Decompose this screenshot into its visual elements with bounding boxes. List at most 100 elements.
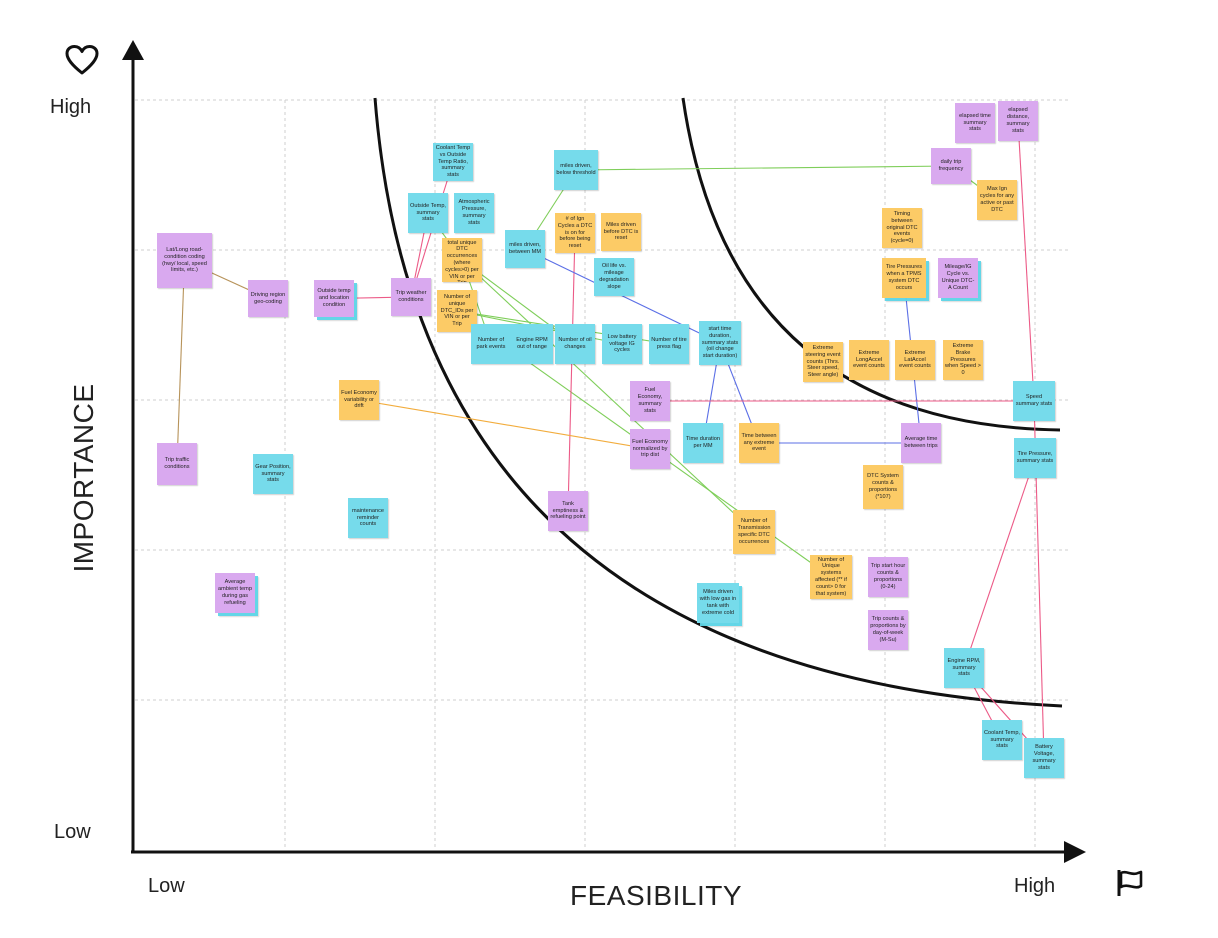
- sticky-note-text: Gear Position, summary stats: [255, 463, 291, 484]
- sticky-note-n21: daily trip frequency: [931, 148, 971, 184]
- connector-line: [963, 457, 1036, 669]
- sticky-note-text: Extreme steering event counts (Thrs. Ste…: [805, 344, 841, 379]
- connector-line: [575, 165, 952, 171]
- sticky-note-text: Extreme LongAccel event counts: [853, 349, 885, 370]
- sticky-note-n4: Trip weather conditions: [391, 278, 431, 316]
- sticky-note-n46: Number of Unique systems affected (** if…: [810, 555, 852, 599]
- connector-line: [1017, 120, 1035, 402]
- sticky-note-n17: Number of oil changes: [555, 324, 595, 364]
- sticky-note-text: maintenance reminder counts: [351, 507, 385, 528]
- sticky-note-text: Lat/Long road-condition coding (hwy/ loc…: [162, 246, 207, 274]
- sticky-note-n16: Engine RPM out of range: [511, 324, 553, 364]
- sticky-note-n34: Fuel Economy normalized by trip dist: [630, 429, 670, 469]
- sticky-note-text: Driving region geo-coding: [250, 291, 286, 305]
- sticky-note-n48: Trip counts & proportions by day-of-week…: [868, 610, 908, 650]
- connector-line: [176, 260, 186, 465]
- sticky-note-text: Number of park events: [476, 337, 506, 350]
- heart-icon: [64, 44, 100, 76]
- sticky-note-n53: Battery Voltage, summary stats: [1024, 738, 1064, 778]
- feasibility-curve-outer: [373, 97, 1063, 708]
- sticky-note-text: daily trip frequency: [938, 159, 964, 172]
- sticky-note-text: elapsed distance, summary stats: [1006, 107, 1030, 134]
- sticky-note-n51: Engine RPM, summary stats: [944, 648, 984, 688]
- feasibility-curve-inner: [681, 97, 1061, 432]
- sticky-note-text: Number of total unique DTC occurrences (…: [445, 238, 479, 282]
- sticky-note-text: Outside Temp, summary stats: [410, 202, 446, 223]
- sticky-note-n44: DTC System counts & proportions (*107): [863, 465, 903, 509]
- sticky-note-text: Battery Voltage, summary stats: [1032, 744, 1056, 771]
- sticky-note-n19: Number of tire press flag: [649, 324, 689, 364]
- sticky-note-n26: Tire Pressures when a TPMS system DTC oc…: [882, 258, 926, 298]
- sticky-note-n30: Extreme LatAccel event counts: [895, 340, 935, 380]
- sticky-note-n41: Gear Position, summary stats: [253, 454, 293, 494]
- sticky-note-n43: Tank emptiness & refueling point: [548, 491, 588, 531]
- sticky-note-n12: Miles driven before DTC is reset: [601, 213, 641, 251]
- x-axis-high-label: High: [1014, 875, 1056, 897]
- sticky-note-text: Outside temp and location condition: [317, 288, 351, 308]
- sticky-note-text: Engine RPM, summary stats: [947, 657, 981, 678]
- sticky-note-n18: Low battery voltage IG cycles: [602, 324, 642, 364]
- sticky-note-n32: Fuel Economy variability or drift: [339, 380, 379, 420]
- y-axis-low-label: Low: [54, 821, 91, 843]
- x-axis-title: FEASIBILITY: [570, 880, 742, 911]
- sticky-note-text: Miles driven with low gas in tank with e…: [699, 589, 737, 616]
- sticky-note-n31: Extreme Brake Pressures when Speed > 0: [943, 340, 983, 380]
- sticky-note-n27: Mileage/IG Cycle vs. Unique DTC-A Count: [938, 258, 978, 298]
- sticky-note-text: Time between any extreme event: [741, 432, 777, 453]
- sticky-note-n45: Number of Transmission specific DTC occu…: [733, 510, 775, 554]
- flag-icon: [1112, 868, 1152, 898]
- sticky-note-text: Number of Unique systems affected (** if…: [815, 556, 847, 597]
- sticky-note-n29: Extreme LongAccel event counts: [849, 340, 889, 380]
- sticky-note-n25: Timing between original DTC events (cycl…: [882, 208, 922, 248]
- sticky-note-n6: Outside Temp, summary stats: [408, 193, 448, 233]
- sticky-note-n47: Trip start hour counts & proportions (0-…: [868, 557, 908, 597]
- sticky-note-n15: Number of park events: [471, 324, 511, 364]
- sticky-note-text: Speed summary stats: [1015, 394, 1053, 407]
- sticky-note-n22: elapsed time summary stats: [955, 103, 995, 143]
- y-axis-high-label: High: [50, 96, 92, 118]
- sticky-note-n35: Time duration per MM: [683, 423, 723, 463]
- sticky-note-text: Miles driven before DTC is reset: [603, 221, 639, 242]
- sticky-note-text: start time duration, summary stats (oil …: [701, 325, 739, 360]
- sticky-note-text: DTC System counts & proportions (*107): [867, 473, 899, 500]
- sticky-note-text: # of Ign Cycles a DTC is on for before b…: [557, 215, 593, 250]
- sticky-note-text: Timing between original DTC events (cycl…: [886, 210, 918, 245]
- sticky-note-text: Number of oil changes: [558, 337, 592, 350]
- sticky-note-text: Engine RPM out of range: [516, 337, 548, 350]
- sticky-note-text: Tank emptiness & refueling point: [550, 500, 586, 521]
- y-axis-arrowhead: [122, 40, 144, 60]
- sticky-note-n1: Lat/Long road-condition coding (hwy/ loc…: [157, 233, 212, 288]
- connector-line: [358, 399, 651, 450]
- sticky-note-text: Tire Pressure, summary stats: [1016, 451, 1054, 464]
- sticky-note-n36: Time between any extreme event: [739, 423, 779, 463]
- sticky-note-n14: Oil life vs. mileage degradation slope: [594, 258, 634, 296]
- connector-line: [567, 232, 576, 512]
- sticky-note-text: Fuel Economy, summary stats: [637, 387, 663, 414]
- x-axis-low-label: Low: [148, 875, 185, 897]
- sticky-note-n11: # of Ign Cycles a DTC is on for before b…: [555, 213, 595, 253]
- sticky-note-text: Time duration per MM: [686, 436, 720, 449]
- sticky-note-n42: maintenance reminder counts: [348, 498, 388, 538]
- sticky-note-n20: start time duration, summary stats (oil …: [699, 321, 741, 365]
- sticky-note-text: Average time between trips: [904, 436, 938, 449]
- sticky-note-n39: Tire Pressure, summary stats: [1014, 438, 1056, 478]
- sticky-note-text: Average ambient temp during gas refuelin…: [218, 579, 252, 606]
- sticky-note-text: Trip weather conditions: [395, 290, 427, 303]
- sticky-note-n8: Number of total unique DTC occurrences (…: [442, 238, 482, 282]
- sticky-note-n23: elapsed distance, summary stats: [998, 101, 1038, 141]
- sticky-note-n33: Fuel Economy, summary stats: [630, 381, 670, 421]
- sticky-note-n50: Miles driven with low gas in tank with e…: [697, 583, 739, 623]
- sticky-note-text: Extreme Brake Pressures when Speed > 0: [945, 342, 981, 377]
- connector-line: [461, 259, 755, 533]
- sticky-note-text: miles driven, below threshold: [556, 163, 596, 176]
- sticky-note-text: Trip counts & proportions by day-of-week…: [870, 616, 906, 643]
- sticky-note-text: Coolant Temp vs Outside Temp Ratio, summ…: [435, 144, 471, 179]
- sticky-note-text: Number of unique DTC_IDs per VIN or per …: [440, 293, 474, 328]
- sticky-note-text: Fuel Economy variability or drift: [341, 389, 377, 410]
- sticky-note-text: Mileage/IG Cycle vs. Unique DTC-A Count: [941, 264, 975, 291]
- sticky-note-text: Oil life vs. mileage degradation slope: [599, 263, 629, 290]
- sticky-note-text: Low battery voltage IG cycles: [607, 333, 637, 354]
- sticky-note-text: elapsed time summary stats: [959, 112, 991, 133]
- sticky-note-n9: Number of unique DTC_IDs per VIN or per …: [437, 290, 477, 332]
